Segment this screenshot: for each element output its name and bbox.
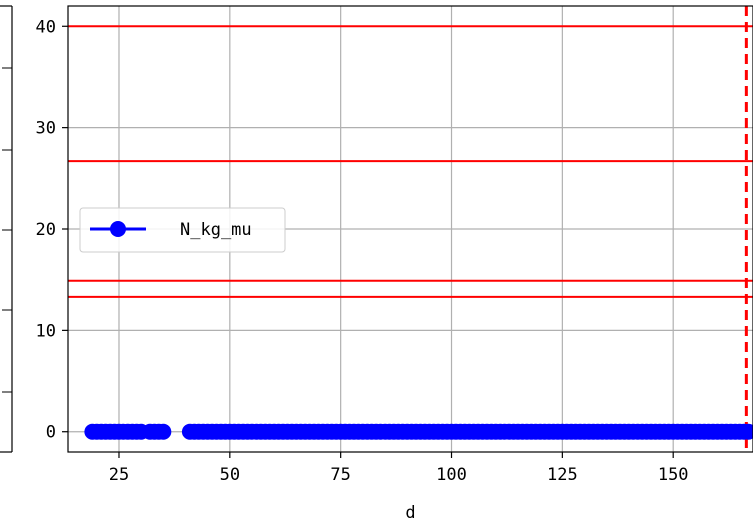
y-tick-label: 20 xyxy=(36,220,56,240)
data-point xyxy=(740,423,753,440)
x-tick-label: 75 xyxy=(330,465,350,485)
y-tick-label: 10 xyxy=(36,321,56,341)
y-tick-label: 30 xyxy=(36,119,56,139)
legend-label: N_kg_mu xyxy=(180,220,252,240)
legend: N_kg_mu xyxy=(79,207,286,253)
x-tick-label: 50 xyxy=(220,465,240,485)
legend-marker xyxy=(110,221,126,237)
x-axis-label: d xyxy=(405,503,415,522)
x-tick-label: 125 xyxy=(547,465,578,485)
series xyxy=(84,423,753,440)
legend-box xyxy=(79,207,286,253)
ticks: 25 50 75 100 125 150 0 10 20 30 40 xyxy=(36,17,689,485)
x-tick-label: 25 xyxy=(109,465,129,485)
neighbor-axes-fragment xyxy=(0,5,13,453)
x-tick-label: 100 xyxy=(436,465,467,485)
y-tick-label: 40 xyxy=(36,17,56,37)
data-point xyxy=(155,423,172,440)
reference-lines xyxy=(68,6,753,452)
y-tick-label: 0 xyxy=(46,423,56,443)
x-tick-label: 150 xyxy=(658,465,689,485)
